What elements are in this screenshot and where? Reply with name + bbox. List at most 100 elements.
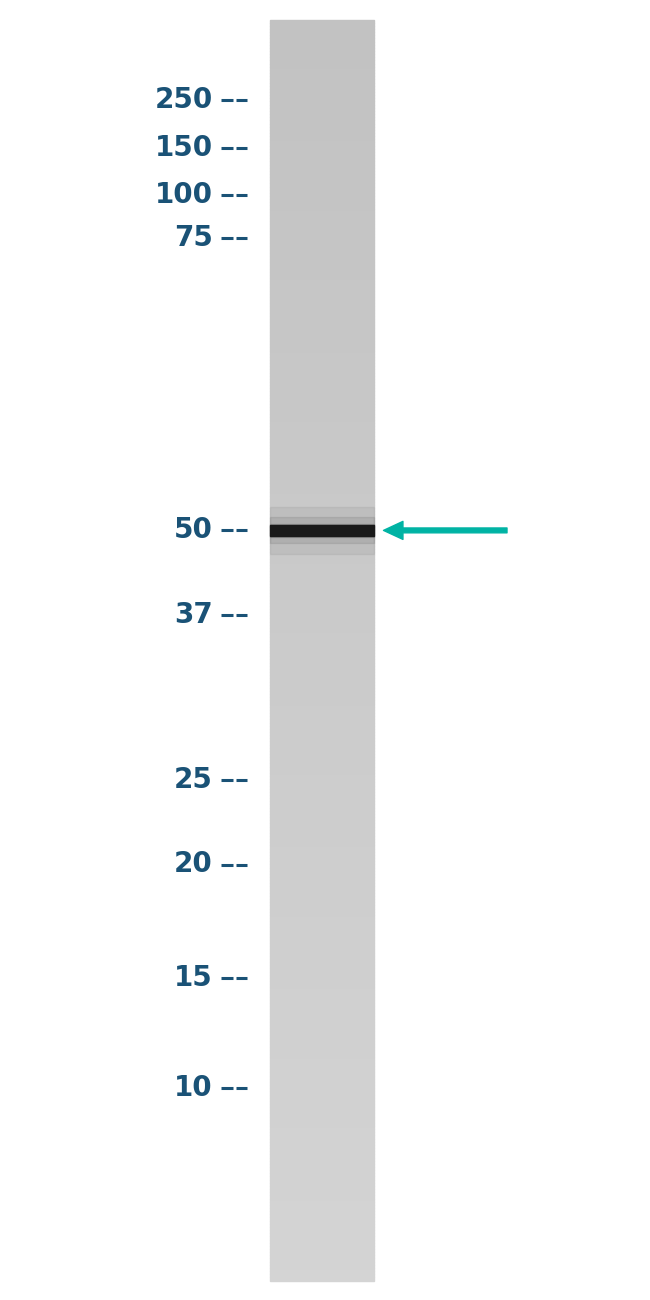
Bar <box>270 694 374 697</box>
Bar <box>270 1139 374 1141</box>
Bar <box>270 965 374 968</box>
Bar <box>270 363 374 367</box>
Bar <box>270 422 374 426</box>
Bar <box>270 608 374 612</box>
Bar <box>270 281 374 285</box>
Text: 10: 10 <box>174 1074 213 1102</box>
Bar <box>270 526 374 530</box>
Bar <box>270 480 374 482</box>
Bar <box>270 477 374 480</box>
Bar <box>270 672 374 675</box>
Bar <box>270 309 374 313</box>
Bar <box>270 779 374 783</box>
Bar <box>270 900 374 902</box>
Bar <box>270 1050 374 1053</box>
Bar <box>270 285 374 287</box>
Bar <box>270 504 374 508</box>
Bar <box>270 44 374 48</box>
Bar <box>270 170 374 174</box>
Bar <box>270 464 374 467</box>
Bar <box>270 88 374 92</box>
Bar <box>270 670 374 672</box>
Bar <box>270 1132 374 1135</box>
Bar <box>270 212 374 214</box>
Bar <box>270 1164 374 1167</box>
Bar <box>270 517 374 521</box>
Bar <box>270 165 374 168</box>
Bar <box>270 274 374 278</box>
Bar <box>270 177 374 181</box>
Bar <box>270 221 374 225</box>
Bar <box>270 482 374 486</box>
Bar <box>270 411 374 413</box>
Bar <box>270 590 374 593</box>
Bar <box>270 183 374 187</box>
Bar <box>270 1230 374 1234</box>
Bar <box>270 1261 374 1265</box>
Bar <box>270 174 374 177</box>
Bar <box>270 493 374 495</box>
Bar <box>270 1190 374 1192</box>
Bar <box>270 1176 374 1179</box>
Bar <box>270 413 374 417</box>
Bar <box>270 1141 374 1145</box>
Bar <box>270 1227 374 1230</box>
Bar <box>270 55 374 57</box>
Text: 150: 150 <box>155 134 213 162</box>
Bar <box>270 707 374 710</box>
Bar <box>270 136 374 139</box>
Bar <box>270 1179 374 1183</box>
Bar <box>270 805 374 807</box>
Bar <box>270 861 374 864</box>
Bar <box>270 1028 374 1031</box>
Bar <box>270 347 374 351</box>
Bar <box>270 1026 374 1028</box>
Bar <box>270 552 374 555</box>
Bar <box>270 858 374 861</box>
Bar <box>270 515 374 517</box>
Bar <box>270 471 374 473</box>
Bar <box>270 1199 374 1201</box>
Bar <box>270 1249 374 1252</box>
Bar <box>270 486 374 489</box>
Bar <box>270 1123 374 1126</box>
Bar <box>270 181 374 183</box>
Bar <box>270 502 374 504</box>
Bar <box>270 1072 374 1075</box>
Bar <box>270 774 374 776</box>
Bar <box>270 887 374 889</box>
Bar <box>270 911 374 915</box>
Bar <box>270 931 374 933</box>
Bar <box>270 653 374 656</box>
Bar <box>270 745 374 748</box>
Bar <box>270 893 374 896</box>
Bar <box>270 1214 374 1217</box>
Bar <box>270 1148 374 1152</box>
Bar <box>270 716 374 719</box>
Bar <box>270 1186 374 1190</box>
Bar <box>270 1086 374 1088</box>
Bar <box>270 692 374 694</box>
Bar <box>270 369 374 373</box>
Bar <box>270 334 374 338</box>
Bar <box>270 619 374 621</box>
Bar <box>270 566 374 568</box>
Bar <box>270 1019 374 1022</box>
Bar <box>270 1048 374 1050</box>
Bar <box>270 685 374 688</box>
Bar <box>270 234 374 237</box>
Bar <box>270 73 374 77</box>
Bar <box>270 874 374 878</box>
Bar <box>270 1174 374 1176</box>
Bar <box>270 959 374 962</box>
Bar <box>270 378 374 382</box>
Bar <box>270 679 374 681</box>
Bar <box>270 344 374 347</box>
Bar <box>270 1201 374 1205</box>
Bar <box>270 57 374 61</box>
Bar <box>270 971 374 975</box>
Bar <box>270 747 374 751</box>
Bar <box>270 949 374 953</box>
Bar <box>270 225 374 227</box>
Bar <box>270 458 374 461</box>
